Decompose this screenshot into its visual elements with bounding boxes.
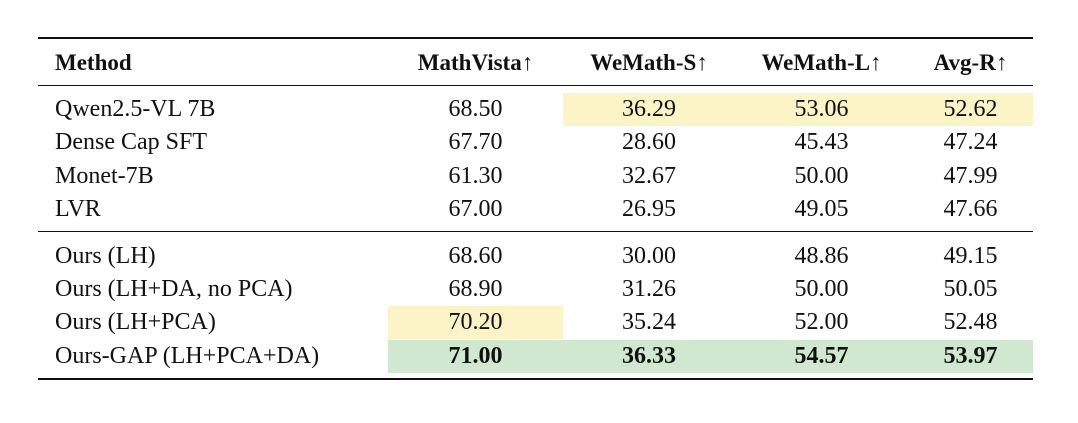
score-cell: 71.00 — [388, 339, 563, 373]
score-cell: 53.97 — [908, 339, 1033, 373]
score-cell: 47.99 — [943, 162, 998, 189]
score-cell: 49.05 — [794, 195, 849, 222]
score-cell: 36.29 — [563, 92, 735, 126]
score-cell: 61.30 — [448, 162, 503, 189]
top-rule — [38, 37, 1033, 39]
header-cell: WeMath-L↑ — [761, 49, 882, 75]
header-rule — [38, 85, 1033, 87]
score-cell: 49.15 — [943, 242, 998, 269]
score-cell: 45.43 — [794, 129, 849, 155]
header-cell: WeMath-S↑ — [590, 49, 708, 75]
score-cell: 50.00 — [794, 275, 849, 302]
score-cell: 54.57 — [735, 339, 908, 373]
score-cell: 53.06 — [735, 92, 908, 126]
score-cell: 32.67 — [622, 162, 676, 189]
header-cell: MathVista↑ — [417, 49, 534, 75]
score-cell: 50.05 — [943, 275, 998, 302]
score-cell: 50.00 — [794, 162, 849, 189]
score-cell: 68.90 — [448, 275, 503, 302]
header-cell: Method — [55, 49, 132, 75]
method-cell: Dense Cap SFT — [55, 129, 207, 155]
method-cell: LVR — [55, 195, 101, 222]
method-cell: Ours (LH+DA, no PCA) — [55, 275, 293, 302]
score-cell: 35.24 — [622, 309, 676, 335]
score-cell: 48.86 — [794, 242, 849, 269]
group-rule — [38, 231, 1033, 233]
score-cell: 68.50 — [448, 95, 503, 122]
score-cell: 52.00 — [794, 309, 849, 335]
score-cell: 47.66 — [943, 195, 998, 222]
method-cell: Ours-GAP (LH+PCA+DA) — [55, 342, 320, 369]
score-cell: 70.20 — [388, 306, 563, 339]
score-cell: 28.60 — [622, 129, 676, 155]
method-cell: Ours (LH) — [55, 242, 156, 269]
score-cell: 67.70 — [448, 129, 503, 155]
score-cell: 52.62 — [908, 92, 1033, 126]
score-cell: 31.26 — [622, 275, 676, 302]
header-cell: Avg-R↑ — [933, 49, 1008, 75]
method-cell: Monet-7B — [55, 162, 154, 189]
score-cell: 52.48 — [943, 309, 998, 335]
score-cell: 36.33 — [563, 339, 735, 373]
method-cell: Qwen2.5-VL 7B — [55, 95, 216, 122]
method-cell: Ours (LH+PCA) — [55, 309, 216, 335]
score-cell: 47.24 — [943, 129, 998, 155]
bottom-rule — [38, 378, 1033, 380]
score-cell: 68.60 — [448, 242, 503, 269]
score-cell: 30.00 — [622, 242, 676, 269]
score-cell: 26.95 — [622, 195, 676, 222]
score-cell: 67.00 — [448, 195, 503, 222]
